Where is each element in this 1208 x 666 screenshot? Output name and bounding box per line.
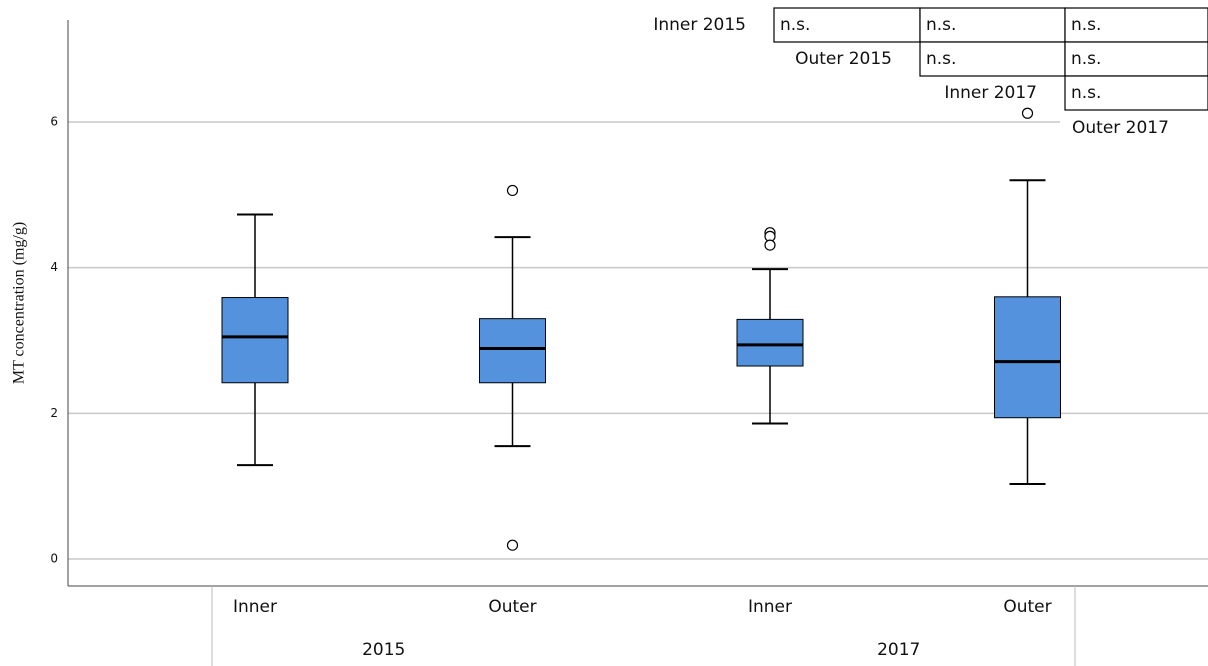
outlier <box>1021 107 1034 119</box>
table-cell <box>1064 75 1208 111</box>
table-cell <box>919 7 1066 43</box>
outlier <box>506 184 519 197</box>
box <box>994 296 1061 419</box>
group-label: 2015 <box>362 640 405 660</box>
table-row-label: Outer 2015 <box>795 49 892 69</box>
table-cell <box>773 7 921 43</box>
table-row-label: Inner 2017 <box>944 83 1037 103</box>
box <box>479 318 546 384</box>
x-tick-label: Inner <box>748 597 792 617</box>
table-row-label: Outer 2017 <box>1072 118 1169 138</box>
table-cell-text: n.s. <box>926 15 956 35</box>
x-tick-label: Outer <box>488 597 536 617</box>
outlier <box>764 239 776 251</box>
table-row-label: Inner 2015 <box>653 15 746 35</box>
table-cell-text: n.s. <box>926 49 956 69</box>
y-tick-label: 0 <box>50 552 58 566</box>
table-cell <box>1064 7 1208 43</box>
label-bg <box>1060 112 1208 144</box>
table-cell-text: n.s. <box>1071 49 1101 69</box>
box <box>221 297 289 384</box>
box <box>736 318 804 367</box>
y-tick-label: 6 <box>50 114 58 128</box>
group-label: 2017 <box>877 640 920 660</box>
y-axis-label: MT concentration (mg/g) <box>11 222 28 384</box>
x-tick-label: Inner <box>233 597 277 617</box>
table-cell-text: n.s. <box>780 15 810 35</box>
table-cell <box>1064 41 1208 77</box>
outlier <box>506 539 519 551</box>
y-tick-label: 4 <box>50 260 58 274</box>
y-tick-label: 2 <box>50 406 58 420</box>
table-cell <box>919 41 1066 77</box>
x-tick-label: Outer <box>1003 597 1051 617</box>
table-cell-text: n.s. <box>1071 83 1101 103</box>
table-cell-text: n.s. <box>1071 15 1101 35</box>
